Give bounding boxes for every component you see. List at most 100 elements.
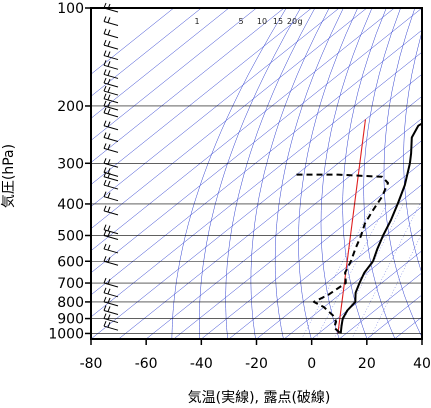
wind-barb-flag [107, 278, 111, 285]
y-tick-label: 300 [57, 156, 84, 172]
wind-barb-flag [103, 28, 107, 34]
wind-barb-staff [103, 229, 119, 235]
dry-adiabat-line [298, 8, 358, 339]
wind-barb-staff [103, 325, 119, 331]
dry-adiabat-line [274, 8, 344, 339]
wind-barb-flag [107, 168, 111, 174]
wind-barb-flag [103, 143, 107, 149]
wind-barb-staff [103, 171, 119, 177]
wind-barb-flag [107, 51, 111, 57]
dry-adiabat-line [225, 8, 316, 339]
wind-barb [103, 39, 119, 50]
isotherm-line [283, 228, 422, 339]
wind-barb [103, 28, 119, 39]
y-tick-label: 100 [57, 1, 84, 17]
dry-adiabat-line [423, 8, 431, 339]
wind-barb-flag [107, 206, 111, 213]
wind-barb-flag [107, 108, 111, 115]
wind-barb-flag [107, 314, 111, 320]
wind-barb [103, 60, 119, 70]
wind-barb-flag [103, 305, 107, 311]
y-tick-label: 600 [57, 254, 84, 270]
isotherm-line [91, 29, 422, 296]
dry-adiabat-line [383, 8, 422, 338]
wind-barb-flag [107, 78, 111, 85]
wind-barb-staff [103, 147, 119, 153]
y-tick-label: 400 [57, 197, 84, 213]
wind-barb-staff [103, 235, 119, 240]
mixing-ratio-label: g [297, 17, 302, 26]
x-axis-ticks: -80 -60 -40 -20 0 20 40 [80, 339, 431, 372]
x-tick-label: -80 [80, 356, 103, 372]
wind-barb-flag [107, 144, 111, 150]
wind-barb-flag [103, 171, 107, 177]
dewpoint-profile [296, 173, 389, 335]
wind-barb-staff [103, 196, 119, 202]
wind-barb-flag [103, 243, 107, 250]
x-tick-label: -60 [135, 356, 158, 372]
wind-barb-staff [103, 55, 119, 61]
wind-barb-staff [103, 301, 119, 307]
wind-barb-flag [103, 100, 107, 107]
wind-barb-flag [107, 180, 111, 187]
wind-barb-flag [103, 85, 107, 92]
dry-adiabat-line [342, 8, 387, 339]
wind-barb-staff [103, 98, 119, 104]
wind-barb-flag [107, 172, 111, 178]
mixing-ratio-line [333, 203, 404, 339]
wind-barb-staff [103, 248, 119, 254]
y-tick-label: 900 [57, 312, 84, 328]
wind-barb-staff [103, 184, 119, 190]
dry-adiabat-line [403, 30, 422, 275]
isotherm-line [91, 8, 395, 252]
wind-barb-staff [103, 90, 119, 96]
x-tick-label: -20 [245, 356, 268, 372]
plot-frame [90, 7, 423, 340]
wind-barb [103, 171, 119, 182]
wind-barb-flag [103, 313, 107, 319]
mixing-ratio-label: 20 [287, 17, 297, 26]
wind-barb-flag [107, 94, 111, 100]
wind-barb-flag [107, 231, 111, 237]
wind-barb [103, 100, 119, 111]
mixing-ratio-label: 5 [238, 17, 243, 26]
x-tick-label: 40 [413, 356, 431, 372]
wind-barb-flag [103, 107, 107, 114]
wind-barb [103, 230, 119, 240]
wind-barb-flag [103, 132, 107, 138]
wind-barb-staff [103, 20, 119, 26]
wind-barb-flag [107, 322, 111, 328]
mixing-ratio-label: 15 [273, 17, 283, 26]
wind-barb-flag [107, 121, 111, 127]
wind-barb [103, 120, 119, 131]
wind-barb [103, 321, 119, 331]
wind-barb-flag [107, 61, 111, 67]
mixing-ratio-line [351, 203, 420, 339]
wind-barb-flag [107, 225, 111, 231]
isotherm-line [339, 272, 422, 339]
wind-barb-flag [103, 256, 107, 262]
wind-barb-flag [107, 257, 111, 263]
wind-barb [103, 287, 119, 298]
isotherm-line [91, 8, 367, 229]
wind-barb-flag [107, 86, 111, 93]
wind-barb [103, 77, 119, 88]
wind-barb [103, 205, 119, 216]
wind-barb-flag [107, 306, 111, 312]
wind-barb-flag [107, 17, 111, 23]
wind-barb-flag [103, 167, 107, 173]
dry-adiabat-line [199, 8, 301, 339]
wind-barb-flag [103, 179, 107, 186]
mixing-ratio-labels: 1 5 10 15 20 g [194, 17, 302, 26]
wind-barb [103, 85, 119, 96]
y-tick-label: 1000 [48, 326, 84, 342]
wind-barb [103, 256, 119, 266]
wind-barb-flag [103, 39, 107, 46]
wind-barb [103, 305, 119, 315]
isotherm-line [228, 184, 422, 339]
wind-barb-staff [103, 125, 119, 131]
dry-adiabat-line [250, 8, 330, 339]
wind-barb-flag [103, 93, 107, 99]
